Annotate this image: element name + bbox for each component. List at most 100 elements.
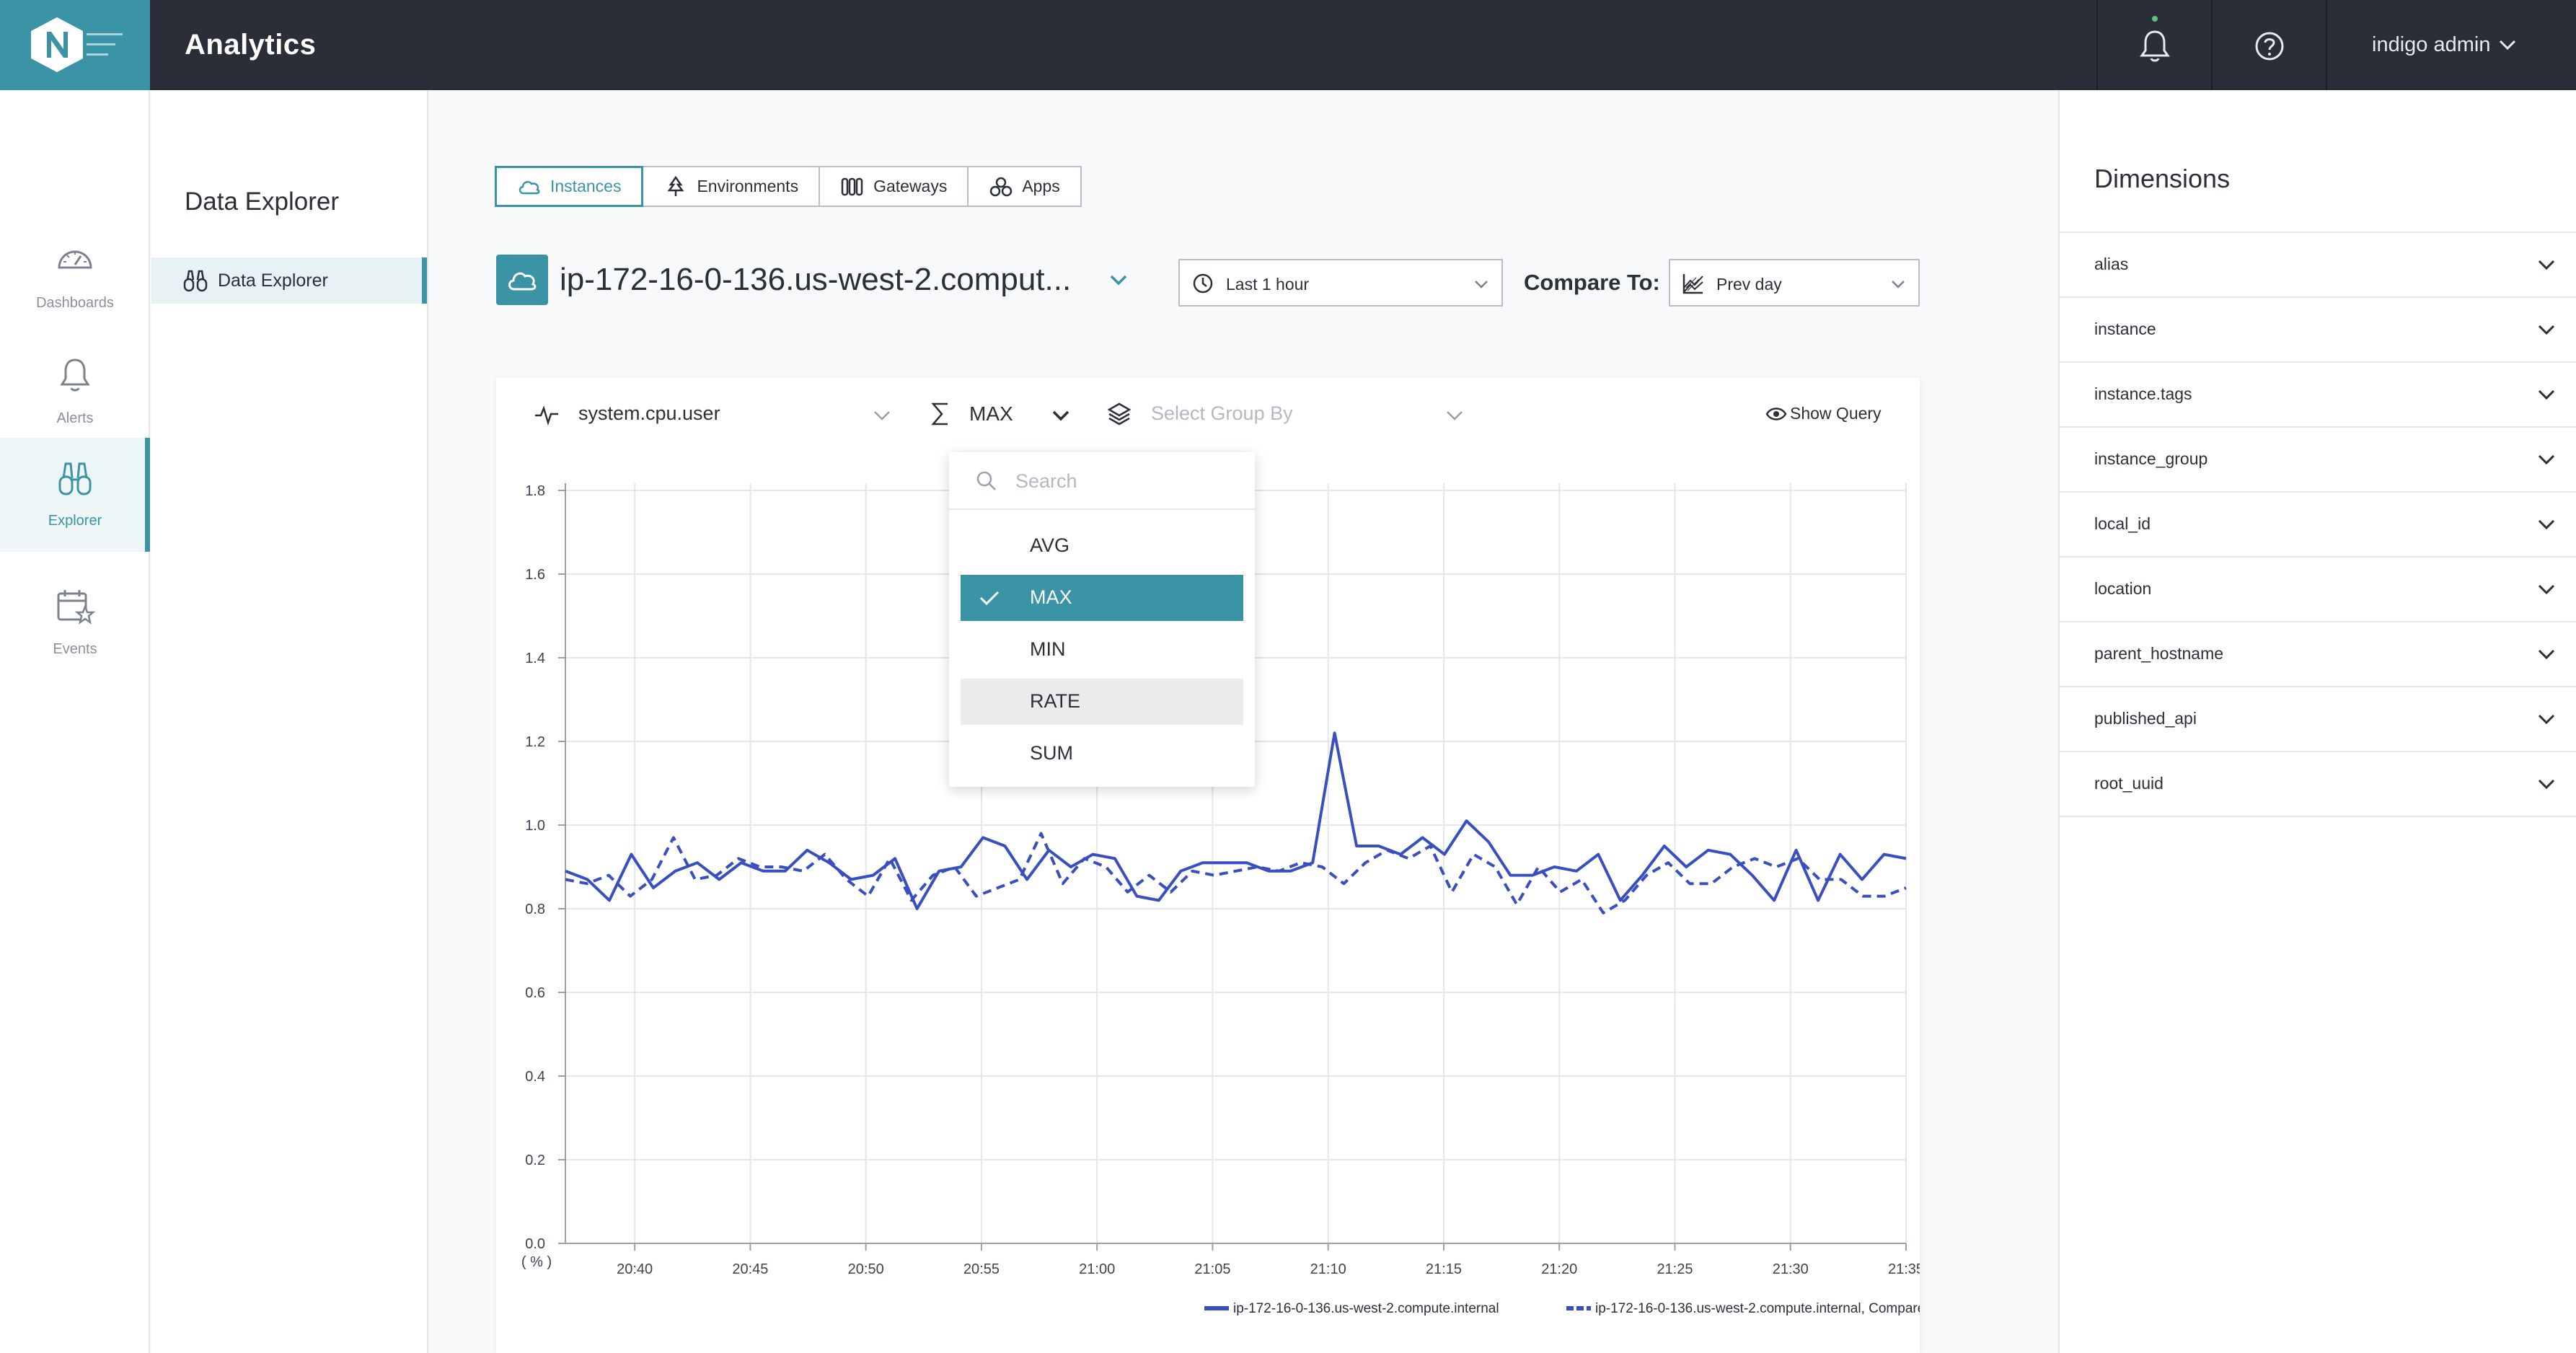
chevron-down-icon[interactable] [1050,408,1072,423]
layers-icon [1107,402,1132,426]
menu-icon[interactable] [87,32,125,58]
x-tick-label: 21:25 [1657,1261,1693,1277]
chevron-down-icon [2538,519,2555,530]
app-title: Analytics [185,29,317,61]
y-tick-label: 0.0 [525,1236,545,1252]
dimension-label: root_uuid [2094,774,2163,793]
y-tick-label: 0.4 [525,1069,545,1085]
tab-apps[interactable]: Apps [967,166,1082,207]
clock-icon [1193,273,1213,294]
show-query-button[interactable]: Show Query [1765,404,1882,423]
y-tick-label: 0.2 [525,1153,545,1168]
dimension-label: alias [2094,255,2129,273]
nav-label: Explorer [48,513,102,529]
option-min[interactable]: MIN [1030,638,1066,660]
chevron-down-icon [2538,779,2555,790]
dimension-row-parent-hostname[interactable]: parent_hostname [2060,621,2576,686]
chevron-down-icon [2538,454,2555,465]
nav-item-alerts[interactable]: Alerts [0,335,150,449]
nav-item-dashboards[interactable]: Dashboards [0,220,150,334]
chevron-down-icon [1475,281,1488,288]
instance-selector[interactable]: ip-172-16-0-136.us-west-2.comput... [560,262,1072,297]
chevron-down-icon[interactable] [871,408,893,423]
line-chart: 0.0 0.2 0.4 0.6 0.8 1.0 1.2 1.4 1.6 1.8 20:40 20:45… [521,483,1920,1316]
dimension-label: instance_group [2094,449,2208,468]
help-icon[interactable] [2249,26,2290,66]
compare-value: Prev day [1716,275,1782,294]
y-tick-label: 1.6 [525,567,545,583]
nav-label: Dashboards [36,295,114,311]
dimension-row-instance-group[interactable]: instance_group [2060,426,2576,491]
chevron-down-icon[interactable] [2497,36,2518,53]
dimension-row-instance[interactable]: instance [2060,296,2576,361]
time-range-select[interactable]: Last 1 hour [1178,259,1503,307]
divider [2326,0,2327,90]
check-icon [979,591,1000,606]
chevron-down-icon [2538,325,2555,335]
y-tick-label: 1.8 [525,483,545,499]
nav-item-explorer[interactable]: Explorer [0,438,150,552]
aggregation-select[interactable]: MAX [969,402,1013,425]
pulse-icon [535,405,558,426]
bell-icon[interactable] [2135,26,2175,66]
calendar-star-icon [57,590,95,625]
subnav-title: Data Explorer [185,188,339,216]
nav-label: Alerts [56,410,94,426]
chevron-down-icon [2538,649,2555,660]
dimension-row-location[interactable]: location [2060,556,2576,621]
search-input[interactable] [1015,465,1232,497]
dimension-label: location [2094,579,2152,598]
cloud-icon [519,180,540,194]
dimension-row-instance-tags[interactable]: instance.tags [2060,361,2576,426]
chevron-down-icon[interactable] [1108,273,1129,288]
x-tick-label: 21:10 [1310,1261,1346,1277]
nginx-logo-icon [31,17,83,72]
series-line-1 [565,731,1907,910]
chevron-down-icon [1892,281,1905,288]
dimensions-panel: Dimensions alias instance instance.tags ins… [2058,90,2576,1353]
compare-select[interactable]: Prev day [1669,259,1920,307]
dimension-label: instance [2094,319,2156,338]
chevron-down-icon [2538,714,2555,725]
entity-tabs: Instances Environments Gateways Apps [495,166,1082,207]
dimension-row-root-uuid[interactable]: root_uuid [2060,751,2576,816]
tab-gateways[interactable]: Gateways [819,166,969,207]
x-tick-label: 21:05 [1194,1261,1230,1277]
dimension-row-alias[interactable]: alias [2060,232,2576,296]
nav-label: Events [53,641,97,657]
tab-instances[interactable]: Instances [495,166,644,207]
dimension-row-local-id[interactable]: local_id [2060,491,2576,556]
option-avg[interactable]: AVG [1030,534,1070,556]
option-max[interactable]: MAX [961,575,1243,621]
binoculars-icon [183,270,208,292]
subnav-item-data-explorer[interactable]: Data Explorer [151,257,427,304]
logo-area[interactable] [0,0,150,90]
compare-label: Compare To: [1524,270,1660,295]
gateway-icon [841,177,863,195]
chevron-down-icon [2538,389,2555,400]
x-tick-label: 20:50 [848,1261,884,1277]
nav-item-events[interactable]: Events [0,566,150,680]
user-menu[interactable]: indigo admin [2372,33,2491,56]
option-sum[interactable]: SUM [1030,742,1073,764]
series-line-2 [565,832,1907,915]
dimension-row-published-api[interactable]: published_api [2060,686,2576,751]
y-tick-label: 1.2 [525,734,545,750]
instance-type-badge [496,255,548,305]
dimension-label: published_api [2094,709,2197,728]
tree-icon [667,175,684,196]
dropdown-search [949,452,1255,510]
sub-nav: Data Explorer Data Explorer [151,90,428,1353]
group-by-select[interactable]: Select Group By [1151,402,1293,424]
chevron-down-icon[interactable] [1444,408,1465,423]
y-tick-label: 0.6 [525,985,545,1001]
divider [2096,0,2098,90]
show-query-label: Show Query [1790,404,1882,423]
time-range-value: Last 1 hour [1226,275,1310,294]
option-rate[interactable]: RATE [961,679,1243,725]
chevron-down-icon [2538,584,2555,595]
bell-icon [60,358,90,392]
y-tick-label: 1.4 [525,651,545,666]
metric-select[interactable]: system.cpu.user [578,402,720,424]
tab-environments[interactable]: Environments [642,166,821,207]
